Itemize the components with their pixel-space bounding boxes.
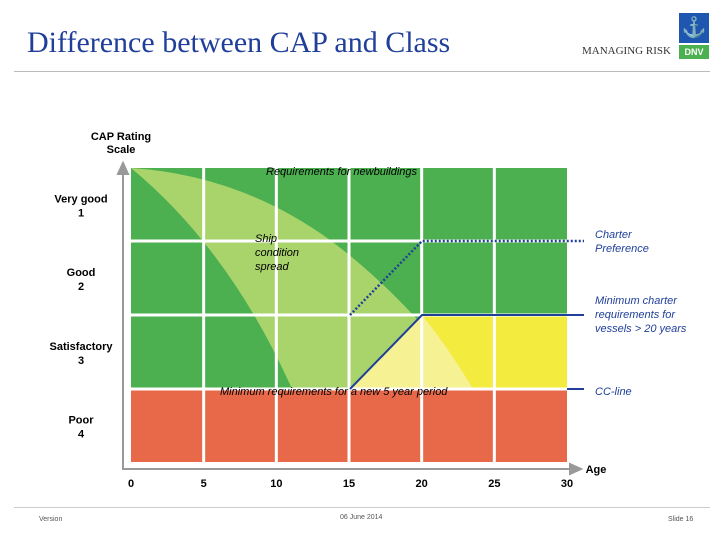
label-min-charter: requirements for (595, 309, 676, 321)
label-ship-condition-spread: Ship (255, 233, 277, 245)
x-tick-label: 10 (270, 478, 282, 490)
min-charter-line (349, 314, 584, 390)
x-tick-label: 5 (201, 478, 207, 490)
label-min-charter: Minimum charter (595, 295, 678, 307)
y-category-value: 4 (78, 429, 85, 441)
anchor-logo-icon: ⚓ (679, 13, 709, 43)
y-axis-title: CAP Rating (91, 131, 151, 143)
y-category-value: 2 (78, 281, 84, 293)
y-category-value: 3 (78, 355, 84, 367)
dnv-logo: DNV (679, 45, 709, 59)
label-charter-preference: Charter (595, 229, 633, 241)
footer-version: Version (39, 516, 63, 523)
y-axis-arrow (116, 160, 130, 175)
label-min-charter: vessels > 20 years (595, 323, 687, 335)
page-title: Difference between CAP and Class (27, 26, 451, 59)
x-tick-label: 20 (416, 478, 428, 490)
x-axis-arrow (569, 462, 584, 476)
label-charter-preference: Preference (595, 243, 649, 255)
x-tick-label: 0 (128, 478, 134, 490)
x-tick-label: 30 (561, 478, 573, 490)
y-category-value: 1 (78, 208, 84, 220)
label-newbuildings: Requirements for newbuildings (266, 166, 418, 178)
y-category-label: Very good (54, 194, 107, 206)
header-divider (14, 71, 710, 72)
label-min-5-year: Minimum requirements for a new 5 year pe… (220, 386, 448, 398)
x-tick-label: 25 (488, 478, 500, 490)
y-category-label: Good (67, 267, 96, 279)
footer-slide-number: Slide 16 (668, 516, 694, 523)
y-axis-title: Scale (107, 144, 136, 156)
tagline: MANAGING RISK (582, 45, 671, 57)
x-axis-title: Age (586, 464, 607, 476)
label-cc-line: CC-line (595, 386, 632, 398)
label-ship-condition-spread: spread (255, 261, 290, 273)
footer-divider (14, 507, 710, 508)
footer-date: 06 June 2014 (340, 514, 383, 521)
x-tick-label: 15 (343, 478, 355, 490)
y-category-label: Satisfactory (50, 341, 114, 353)
y-category-label: Poor (68, 415, 94, 427)
region-light-yellow (350, 315, 473, 389)
label-ship-condition-spread: condition (255, 247, 299, 259)
region-ship-condition-spread (131, 168, 473, 389)
